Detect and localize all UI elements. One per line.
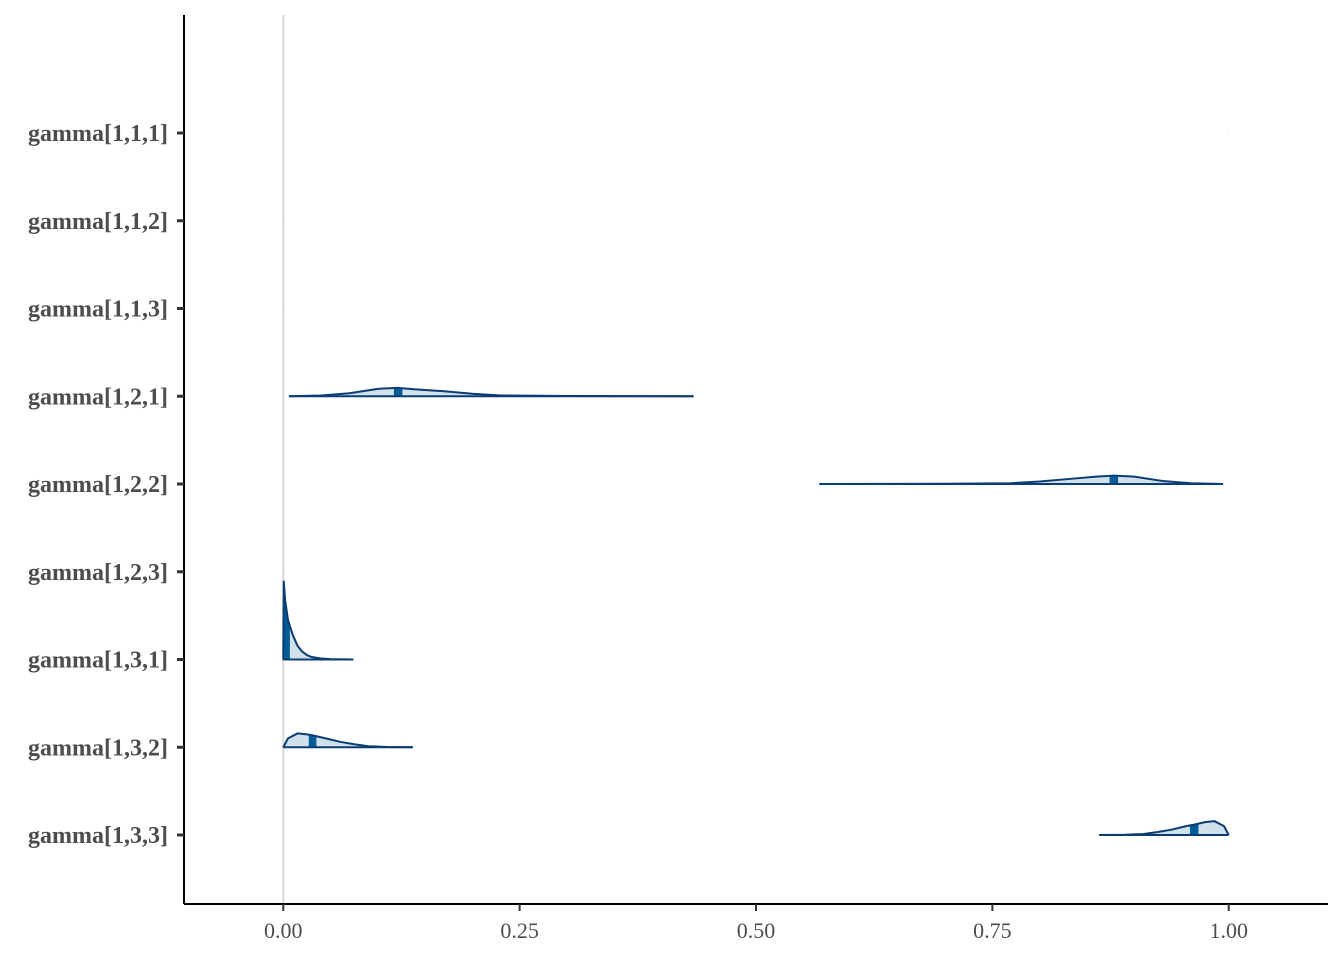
y-tick-label: gamma[1,2,3] <box>28 560 168 586</box>
density-fill-gamma[1,3,2] <box>283 733 413 748</box>
x-tick-label: 1.00 <box>1209 918 1248 943</box>
density-gamma[1,2,2] <box>819 474 1224 485</box>
x-tick-label: 0.50 <box>737 918 776 943</box>
y-tick-label: gamma[1,3,1] <box>28 648 168 674</box>
y-tick-label: gamma[1,1,3] <box>28 297 168 323</box>
y-tick-label: gamma[1,2,1] <box>28 384 168 410</box>
density-gamma[1,3,2] <box>282 732 413 749</box>
density-gamma[1,3,1] <box>282 580 354 661</box>
y-tick-label: gamma[1,3,3] <box>28 823 168 849</box>
density-fill-gamma[1,2,1] <box>288 387 694 397</box>
density-gamma[1,3,3] <box>1099 820 1230 836</box>
y-tick-label: gamma[1,1,2] <box>28 209 168 235</box>
axes-layer: gamma[1,1,1] gamma[1,1,2] gamma[1,1,3] gamm… <box>28 15 1328 943</box>
y-tick-label: gamma[1,1,1] <box>28 121 168 147</box>
x-tick-label: 0.75 <box>973 918 1012 943</box>
median-interval-gamma[1,3,2] <box>308 734 317 748</box>
density-fill-gamma[1,2,2] <box>819 475 1224 484</box>
median-interval-gamma[1,3,3] <box>1189 823 1199 835</box>
x-tick-label: 0.00 <box>264 918 303 943</box>
median-interval-gamma[1,2,2] <box>1109 475 1119 484</box>
density-gamma[1,2,1] <box>288 386 694 398</box>
y-tick-label: gamma[1,2,2] <box>28 472 168 498</box>
y-tick-label: gamma[1,3,2] <box>28 735 168 761</box>
density-fill-gamma[1,3,1] <box>283 581 354 660</box>
median-interval-gamma[1,2,1] <box>393 387 403 397</box>
density-areas-layer <box>282 132 1230 836</box>
density-fill-gamma[1,3,3] <box>1099 821 1229 835</box>
x-tick-label: 0.25 <box>500 918 539 943</box>
